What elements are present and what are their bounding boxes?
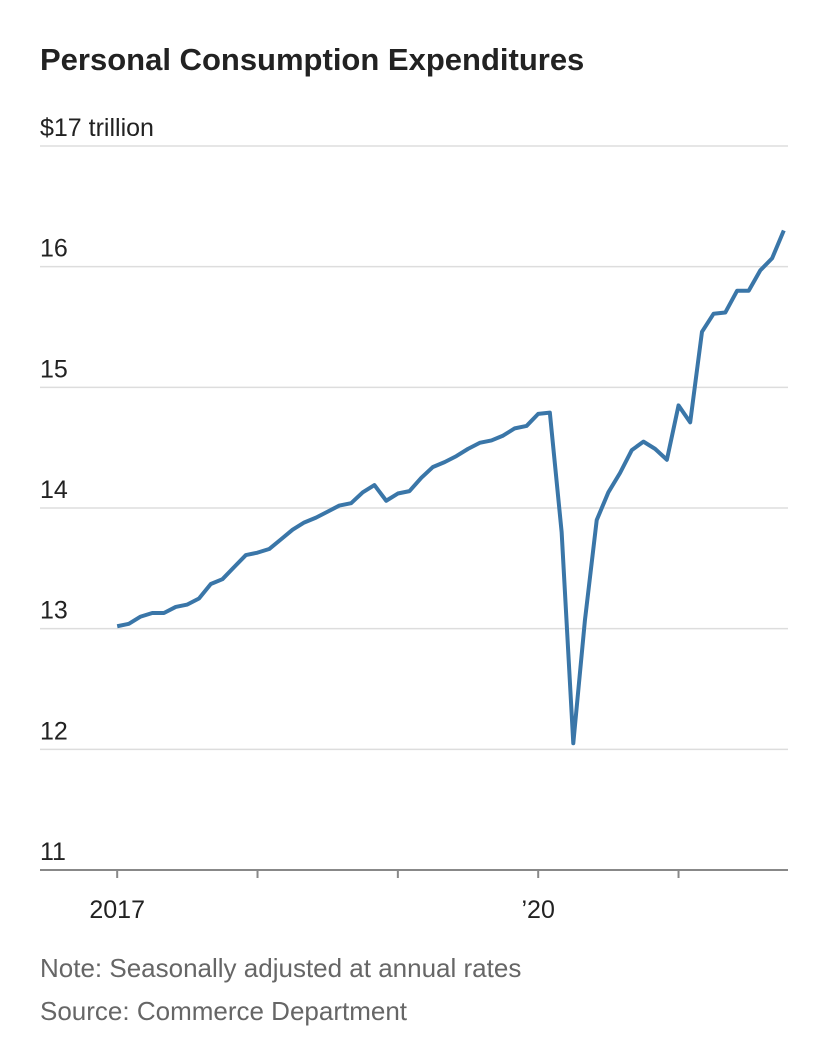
y-tick-label: 12 [40,717,68,745]
y-tick-label: 15 [40,355,68,383]
y-tick-label: $17 trillion [40,114,154,142]
y-tick-label: 11 [40,838,66,866]
x-tick-label: 2017 [89,896,145,924]
note: Note: Seasonally adjusted at annual rate… [40,953,521,983]
chart-title: Personal Consumption Expenditures [40,42,584,77]
y-tick-label: 14 [40,476,68,504]
source: Source: Commerce Department [40,996,408,1026]
y-tick-label: 13 [40,597,68,625]
line [116,229,786,746]
x-tick-label: ’20 [522,896,555,924]
y-tick-label: 16 [40,235,68,263]
